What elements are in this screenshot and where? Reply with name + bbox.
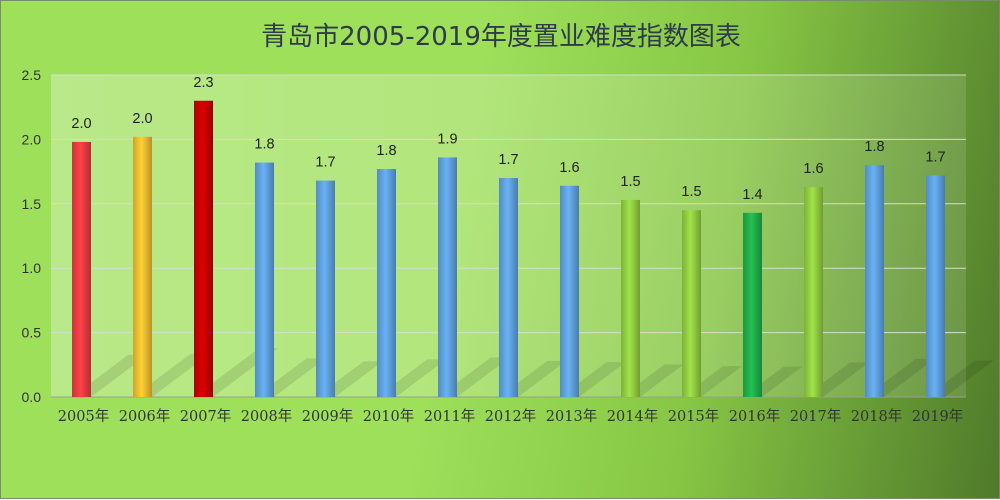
bar — [621, 199, 640, 397]
x-tick-label: 2010年 — [363, 408, 414, 425]
data-label: 1.5 — [620, 174, 640, 190]
data-label: 2.0 — [71, 116, 91, 132]
data-label: 1.7 — [315, 155, 335, 171]
bar — [133, 136, 152, 397]
x-tick-label: 2006年 — [119, 408, 170, 425]
bar — [560, 185, 579, 397]
bar — [926, 175, 945, 397]
bar — [255, 162, 274, 397]
bar — [499, 178, 518, 397]
x-tick-label: 2008年 — [241, 408, 292, 425]
bar — [72, 141, 91, 397]
x-tick-label: 2018年 — [851, 408, 902, 425]
data-label: 1.7 — [498, 152, 518, 168]
data-label: 1.6 — [559, 160, 579, 176]
y-tick-label: 2.0 — [22, 131, 42, 147]
bar — [865, 165, 884, 397]
bar — [377, 169, 396, 397]
bar — [743, 212, 762, 397]
x-tick-label: 2011年 — [424, 408, 475, 425]
chart-title: 青岛市2005-2019年度置业难度指数图表 — [261, 22, 741, 52]
data-label: 1.8 — [254, 137, 274, 153]
bar — [682, 210, 701, 397]
x-tick-label: 2007年 — [180, 408, 231, 425]
data-label: 2.3 — [193, 75, 213, 91]
data-label: 1.7 — [925, 149, 945, 165]
data-label: 1.5 — [681, 184, 701, 200]
data-label: 1.4 — [742, 187, 762, 203]
data-label: 1.8 — [864, 139, 884, 155]
x-axis-ticks: 2005年 2006年 2007年 2008年 2009年 2010年 2011年 2012年… — [58, 408, 963, 425]
bar — [804, 187, 823, 397]
x-tick-label: 2005年 — [58, 408, 109, 425]
bar — [438, 157, 457, 397]
y-tick-label: 0.0 — [22, 389, 42, 405]
x-tick-label: 2016年 — [729, 408, 780, 425]
x-tick-label: 2012年 — [485, 408, 536, 425]
x-tick-label: 2019年 — [912, 408, 963, 425]
y-tick-label: 2.5 — [22, 67, 42, 83]
data-label: 2.0 — [132, 111, 152, 127]
data-label: 1.9 — [437, 131, 457, 147]
y-tick-label: 0.5 — [22, 325, 42, 341]
y-tick-label: 1.5 — [22, 196, 42, 212]
bar-shadow — [133, 354, 210, 397]
y-axis-ticks: 0.0 0.5 1.0 1.5 2.0 2.5 — [22, 67, 42, 405]
x-tick-label: 2015年 — [668, 408, 719, 425]
bars — [72, 100, 945, 397]
data-labels: 2.0 2.0 2.3 1.8 1.7 1.8 1.9 1.7 1.6 1.5 1.5 1.4 1.6 1… — [71, 75, 945, 203]
bar — [316, 180, 335, 397]
x-tick-label: 2013年 — [546, 408, 597, 425]
x-tick-label: 2017年 — [790, 408, 841, 425]
bar — [194, 100, 213, 397]
data-label: 1.8 — [376, 143, 396, 159]
data-label: 1.6 — [803, 161, 823, 177]
x-tick-label: 2014年 — [607, 408, 658, 425]
y-tick-label: 1.0 — [22, 260, 42, 276]
x-tick-label: 2009年 — [302, 408, 353, 425]
